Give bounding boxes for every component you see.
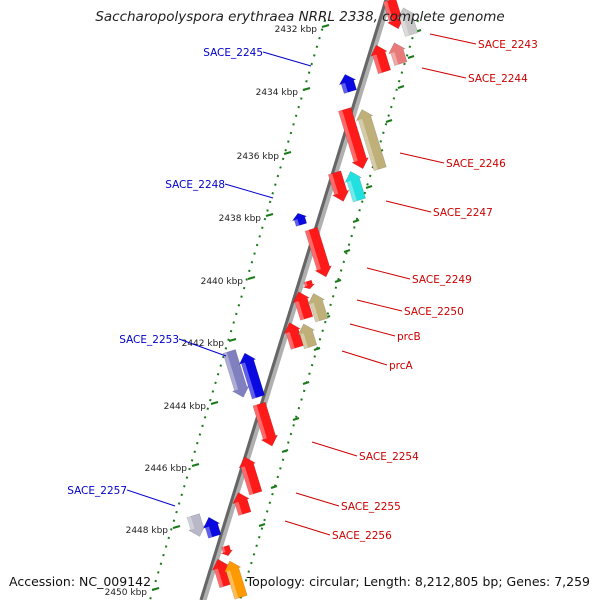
gene-sace-2249[interactable] xyxy=(304,226,333,278)
ruler-tick xyxy=(247,276,256,280)
leader-line-prca xyxy=(341,350,388,366)
ruler-tick xyxy=(191,463,200,467)
ruler-tick xyxy=(283,151,292,155)
gene-label-sace-2245[interactable]: SACE_2245 xyxy=(203,47,263,59)
leader-line-sace-2250 xyxy=(356,299,403,312)
gene-sace-2250[interactable] xyxy=(292,291,314,321)
inner-ruler-ring xyxy=(149,19,326,600)
gene-label-sace-2250[interactable]: SACE_2250 xyxy=(404,306,464,318)
gene-sace-2257[interactable] xyxy=(202,516,222,539)
outer-tick xyxy=(270,485,278,489)
leader-line-sace-2244 xyxy=(421,67,467,79)
ruler-tick xyxy=(228,338,237,342)
leader-line-sace-2245 xyxy=(262,51,312,67)
gene-label-sace-2248[interactable]: SACE_2248 xyxy=(165,179,225,191)
gene-sace-2244[interactable] xyxy=(370,44,392,75)
gene-sace-2256[interactable] xyxy=(232,492,252,516)
gene-label-sace-2256[interactable]: SACE_2256 xyxy=(332,530,392,542)
outer-tick xyxy=(334,279,342,283)
outer-tick xyxy=(313,347,321,351)
outer-tick xyxy=(407,55,415,59)
gene-label-sace-2249[interactable]: SACE_2249 xyxy=(412,274,472,286)
leader-line-sace-2243 xyxy=(429,33,477,45)
gene-label-sace-2246[interactable]: SACE_2246 xyxy=(446,158,506,170)
ruler-tick-label: 2434 kbp xyxy=(256,88,299,98)
leader-line-sace-2254 xyxy=(311,441,358,457)
ruler-tick-label: 2448 kbp xyxy=(126,526,169,536)
gene-prcA-b[interactable] xyxy=(297,323,318,350)
ruler-tick-label: 2436 kbp xyxy=(237,152,280,162)
gene-sace-2246b[interactable] xyxy=(355,109,387,172)
ruler-tick-label: 2440 kbp xyxy=(201,277,244,287)
gene-sace-2247b[interactable] xyxy=(344,170,366,203)
leader-line-sace-2257 xyxy=(126,489,176,507)
gene-label-sace-2257[interactable]: SACE_2257 xyxy=(67,485,127,497)
gene-sace-2257-a[interactable] xyxy=(186,513,206,537)
gene-sace-2247[interactable] xyxy=(327,170,350,202)
genome-stats-label: Topology: circular; Length: 8,212,805 bp… xyxy=(246,574,590,589)
ruler-tick-label: 2444 kbp xyxy=(164,402,207,412)
gene-sace-2254[interactable] xyxy=(252,401,279,447)
gene-sace-2256b[interactable] xyxy=(220,544,234,557)
leader-line-sace-2255 xyxy=(295,492,340,507)
outer-tick xyxy=(365,185,373,189)
gene-label-prcb[interactable]: prcB xyxy=(397,331,421,343)
ruler-tick-label: 2432 kbp xyxy=(275,25,318,35)
gene-label-sace-2247[interactable]: SACE_2247 xyxy=(433,207,493,219)
gene-sace-2248[interactable] xyxy=(291,212,308,227)
ruler-tick xyxy=(265,213,274,217)
gene-sace-2246[interactable] xyxy=(338,107,369,170)
leader-line-sace-2247 xyxy=(385,200,432,213)
leader-line-sace-2253 xyxy=(178,338,227,357)
outer-tick xyxy=(385,119,393,123)
gene-sace-2245[interactable] xyxy=(338,74,357,94)
outer-tick xyxy=(258,523,266,527)
genome-backbone xyxy=(199,0,388,600)
leader-line-sace-2248 xyxy=(224,183,274,199)
gene-sace-2253-a[interactable] xyxy=(222,349,250,398)
leader-line-prcb xyxy=(349,323,396,337)
gene-sace-2243-neighbor[interactable] xyxy=(397,7,419,37)
gene-label-sace-2244[interactable]: SACE_2244 xyxy=(468,73,528,85)
ruler-tick xyxy=(210,401,219,405)
gene-label-sace-2255[interactable]: SACE_2255 xyxy=(341,501,401,513)
label-layer: SACE_2243 SACE_2244 SACE_2246 SACE_2247 SACE… xyxy=(67,33,538,542)
map-title: Saccharopolyspora erythraea NRRL 2338, c… xyxy=(95,9,505,25)
ruler-tick-label: 2450 kbp xyxy=(105,588,148,598)
ruler-tick-label: 2446 kbp xyxy=(145,464,188,474)
gene-sace-2249b[interactable] xyxy=(301,279,316,290)
leader-line-sace-2246 xyxy=(399,152,445,164)
gene-sace-2258b[interactable] xyxy=(223,560,248,600)
gene-sace-2243[interactable] xyxy=(382,0,405,30)
ruler-tick-label: 2438 kbp xyxy=(219,214,262,224)
ruler-tick xyxy=(151,587,160,591)
ruler-tick xyxy=(321,24,330,28)
outer-tick xyxy=(302,381,310,385)
ruler-tick-label: 2442 kbp xyxy=(182,339,225,349)
outer-ring xyxy=(239,19,419,600)
outer-tick xyxy=(281,449,289,453)
feature-layer xyxy=(186,0,419,600)
outer-tick xyxy=(397,85,405,89)
outer-tick xyxy=(292,417,300,421)
gene-label-prca[interactable]: prcA xyxy=(389,360,414,372)
leader-line-sace-2249 xyxy=(366,267,411,280)
ruler-tick xyxy=(172,525,181,529)
gene-prcB[interactable] xyxy=(307,292,329,323)
gene-sace-2244b[interactable] xyxy=(388,42,408,66)
gene-label-sace-2243[interactable]: SACE_2243 xyxy=(478,39,538,51)
gene-label-sace-2254[interactable]: SACE_2254 xyxy=(359,451,419,463)
gene-sace-2255[interactable] xyxy=(238,456,263,496)
ruler-tick xyxy=(302,87,311,91)
accession-label: Accession: NC_009142 xyxy=(9,574,152,589)
gene-sace-2253[interactable] xyxy=(238,352,265,400)
gene-prcA[interactable] xyxy=(283,322,304,350)
outer-tick xyxy=(352,219,360,223)
gene-label-sace-2253[interactable]: SACE_2253 xyxy=(119,334,179,346)
outer-tick xyxy=(343,249,351,253)
leader-line-sace-2256 xyxy=(284,520,331,536)
